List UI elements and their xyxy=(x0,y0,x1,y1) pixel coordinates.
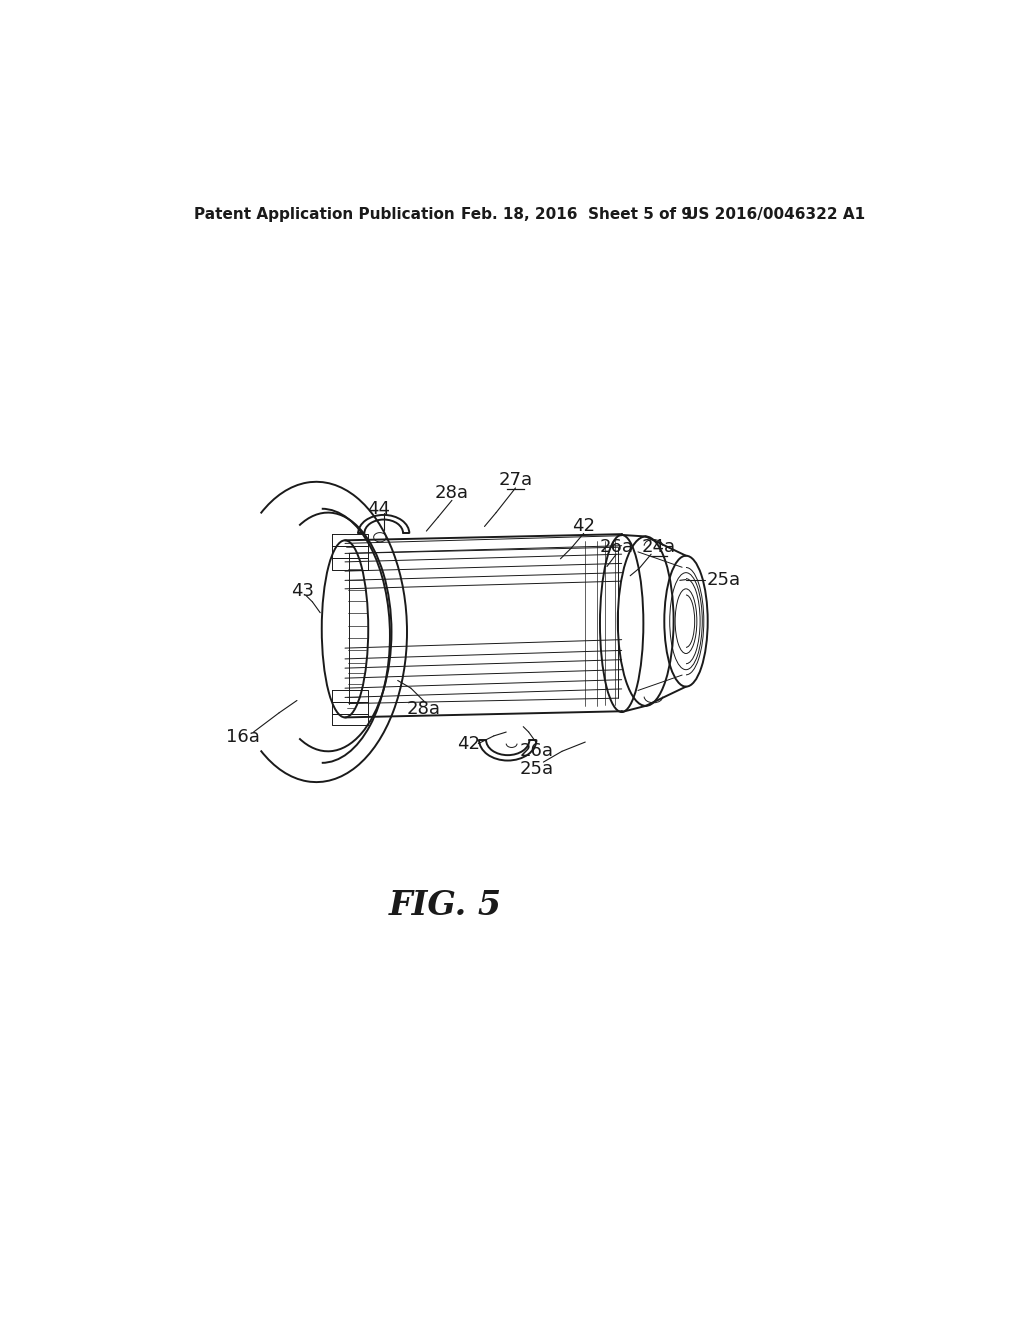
Text: 28a: 28a xyxy=(435,484,469,503)
Text: 25a: 25a xyxy=(707,570,741,589)
Text: Feb. 18, 2016  Sheet 5 of 9: Feb. 18, 2016 Sheet 5 of 9 xyxy=(461,207,692,222)
Text: 44: 44 xyxy=(367,500,390,517)
Text: Patent Application Publication: Patent Application Publication xyxy=(194,207,455,222)
Text: 27a: 27a xyxy=(499,471,532,490)
Text: 25a: 25a xyxy=(519,760,554,777)
Text: 42: 42 xyxy=(572,517,595,536)
Text: 43: 43 xyxy=(291,582,314,601)
Text: 24a: 24a xyxy=(642,539,676,556)
Text: 26a: 26a xyxy=(519,742,553,759)
Text: 16a: 16a xyxy=(225,729,260,746)
Text: 26a: 26a xyxy=(599,539,633,556)
Text: 42: 42 xyxy=(458,735,480,752)
Text: FIG. 5: FIG. 5 xyxy=(389,888,502,921)
Text: US 2016/0046322 A1: US 2016/0046322 A1 xyxy=(686,207,865,222)
Text: 28a: 28a xyxy=(408,700,441,718)
